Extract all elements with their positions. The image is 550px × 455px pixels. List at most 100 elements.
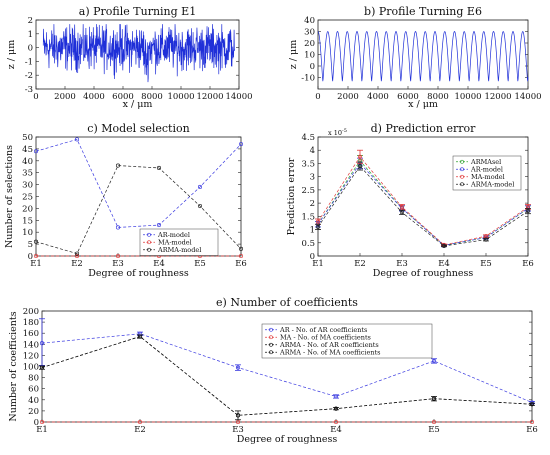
legend-label: AR-model xyxy=(470,165,503,173)
legend-marker xyxy=(460,182,464,187)
data-point xyxy=(399,210,405,215)
data-point xyxy=(156,165,162,170)
y-tick-label: -1 xyxy=(25,57,33,67)
chart-title: d) Prediction error xyxy=(371,122,477,135)
axes-frame xyxy=(35,19,240,90)
data-point xyxy=(431,396,437,401)
x-tick-label: E2 xyxy=(354,259,366,269)
data-point xyxy=(431,358,437,364)
y-tick-label: 4.5 xyxy=(301,133,315,143)
x-tick-label: 4000 xyxy=(367,92,389,102)
panel-d: d) Prediction error E1 E2 E3 E4 E5 E6 0 0.5 1 1.5 2… xyxy=(286,122,534,279)
legend-label: ARMA - No. of MA coefficients xyxy=(279,348,380,356)
y-tick-label: 0 xyxy=(28,44,33,54)
y-tick-label: 1 xyxy=(28,30,33,40)
data-point xyxy=(115,253,121,259)
y-tick-label: 10 xyxy=(22,228,33,238)
x-axis-label: x / μm xyxy=(408,99,438,110)
legend-label: MA - No. of MA coefficients xyxy=(280,333,371,341)
legend-marker xyxy=(147,247,151,252)
exponent-power: -5 xyxy=(342,128,347,134)
x-tick-label: E6 xyxy=(522,259,534,269)
x-tick-label: E1 xyxy=(30,259,42,269)
data-point xyxy=(431,419,437,425)
x-tick-label: E5 xyxy=(480,259,492,269)
data-point xyxy=(315,224,321,229)
data-point xyxy=(238,246,244,251)
legend-label: ARMA - No. of AR coefficients xyxy=(279,341,379,349)
data-point xyxy=(525,208,531,214)
panel-c: c) Model selection E1 E2 E3 E4 E5 E6 0 5 10 15 2025… xyxy=(4,122,247,279)
data-point xyxy=(315,219,321,224)
data-point xyxy=(115,225,121,230)
data-point xyxy=(483,237,489,242)
y-tick-label: 20 xyxy=(22,204,33,214)
x-tick-label: 8000 xyxy=(427,92,449,102)
x-tick-label: E5 xyxy=(428,425,440,435)
data-point xyxy=(33,149,39,154)
x-tick-label: E6 xyxy=(526,425,538,435)
y-tick-label: 2.5 xyxy=(301,186,315,196)
y-tick-label: 180 xyxy=(23,318,39,328)
y-tick-label: 35 xyxy=(22,169,33,179)
legend-marker xyxy=(147,232,151,237)
legend-box xyxy=(139,228,219,256)
data-point xyxy=(197,203,203,209)
y-tick-label: 1 xyxy=(310,226,315,236)
series-line xyxy=(317,162,529,246)
data-point xyxy=(238,142,244,147)
data-point xyxy=(115,163,121,168)
x-tick-label: E1 xyxy=(36,425,48,435)
chart-title: b) Profile Turning E6 xyxy=(364,5,482,18)
exponent-label: x 10-5 xyxy=(328,128,347,137)
x-tick-label: E3 xyxy=(232,425,244,435)
x-tick-label: 6000 xyxy=(397,92,419,102)
x-tick-label: 10000 xyxy=(454,92,481,102)
chart-title: e) Number of coefficients xyxy=(216,296,358,309)
x-tick-label: 12000 xyxy=(196,92,223,102)
y-tick-label: 0.5 xyxy=(301,239,315,249)
data-point xyxy=(441,243,447,249)
y-tick-label: 0 xyxy=(34,418,39,428)
legend-label: MA-model xyxy=(471,173,505,181)
profile-line xyxy=(317,31,529,82)
series-line xyxy=(41,336,533,416)
y-tick-label: 140 xyxy=(23,340,39,350)
y-tick-label: 120 xyxy=(23,351,39,361)
legend-marker xyxy=(460,167,464,172)
x-tick-label: 0 xyxy=(315,92,320,102)
chart-title: a) Profile Turning E1 xyxy=(79,5,196,18)
panel-b: b) Profile Turning E6 0 2000 4000 6000 8000 10… xyxy=(288,5,542,110)
y-tick-label: 160 xyxy=(23,329,39,339)
legend-marker xyxy=(460,174,464,179)
y-tick-label: 40 xyxy=(28,396,39,406)
y-tick-label: 80 xyxy=(28,374,39,384)
legend-label: ARMAsel xyxy=(470,158,501,166)
legend-marker xyxy=(269,342,273,347)
data-point xyxy=(33,239,39,244)
x-axis-label: Degree of roughness xyxy=(88,268,189,279)
x-tick-label: 12000 xyxy=(484,92,511,102)
data-point xyxy=(39,341,45,346)
data-point xyxy=(74,251,80,256)
x-tick-label: 2000 xyxy=(337,92,359,102)
legend-label: AR-model xyxy=(157,231,190,239)
legend-marker xyxy=(269,350,273,355)
y-tick-label: 25 xyxy=(22,193,33,203)
y-tick-label: 0 xyxy=(310,252,315,262)
chart-title: c) Model selection xyxy=(87,122,189,135)
legend-marker xyxy=(269,327,273,332)
x-tick-label: E2 xyxy=(71,259,83,269)
y-axis-label: Number of coefficients xyxy=(8,311,19,421)
series-line xyxy=(35,165,242,255)
data-point xyxy=(529,419,535,425)
x-axis-label: Degree of roughness xyxy=(373,268,474,279)
y-tick-label: 10 xyxy=(304,51,315,61)
x-tick-label: 4000 xyxy=(83,92,105,102)
panel-a: a) Profile Turning E10 2000 4000 6000 8000 10… xyxy=(6,5,253,110)
legend-marker xyxy=(269,335,273,340)
data-point xyxy=(74,137,80,142)
y-tick-label: 45 xyxy=(22,145,33,155)
y-axis-label: z / μm xyxy=(6,40,17,69)
